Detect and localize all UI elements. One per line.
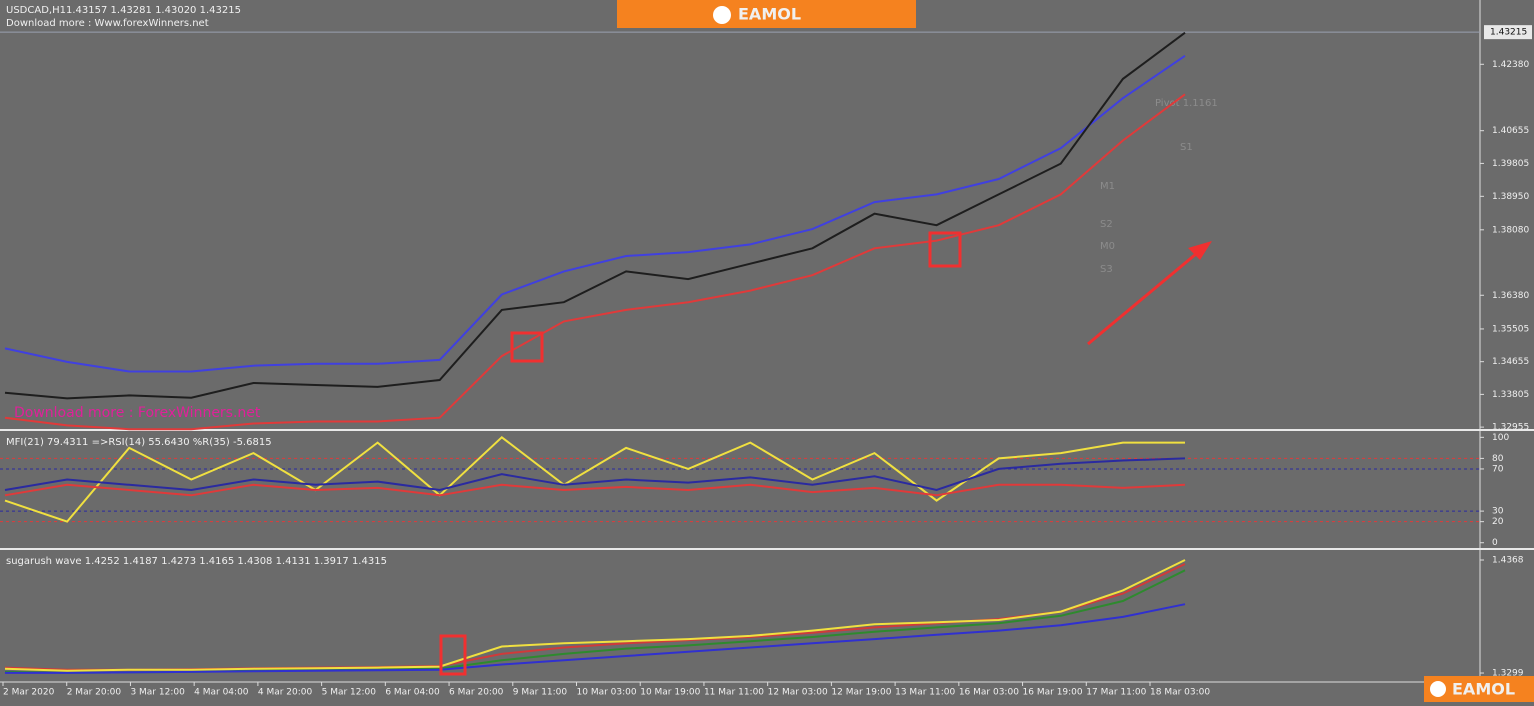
series-line xyxy=(4,31,1186,400)
y-tick-label: 30 xyxy=(1492,507,1504,517)
x-tick-label: 10 Mar 03:00 xyxy=(577,688,637,698)
x-tick-label: 4 Mar 20:00 xyxy=(258,688,313,698)
download-note: Download more : Www.forexWinners.net xyxy=(6,18,209,29)
series-line xyxy=(4,93,1186,431)
sugarush-title: sugarush wave 1.4252 1.4187 1.4273 1.416… xyxy=(6,556,387,567)
highlight-box xyxy=(928,231,962,268)
y-tick-label: 1.34655 xyxy=(1492,357,1529,367)
current-price-box xyxy=(1484,25,1532,40)
series-line xyxy=(4,457,1186,492)
y-tick-label: 1.38950 xyxy=(1492,192,1529,202)
y-tick-label: 1.40655 xyxy=(1492,126,1529,136)
series-line xyxy=(4,435,1185,523)
y-tick-label: 1.38080 xyxy=(1492,225,1529,235)
x-tick-label: 10 Mar 19:00 xyxy=(640,688,700,698)
level-label: S1 xyxy=(1180,142,1193,153)
arrow-head xyxy=(1188,241,1212,260)
level-label: M0 xyxy=(1100,241,1115,252)
current-price-label: 1.43215 xyxy=(1490,28,1527,38)
oscillator-title: MFI(21) 79.4311 =>RSI(14) 55.6430 %R(35)… xyxy=(6,437,272,448)
logo-text: EAMOL xyxy=(1452,680,1515,699)
x-tick-label: 18 Mar 03:00 xyxy=(1150,688,1210,698)
x-tick-label: 5 Mar 12:00 xyxy=(322,688,377,698)
y-tick-label: 80 xyxy=(1492,454,1504,464)
watermark: Download more : ForexWinners.net xyxy=(14,405,261,421)
x-tick-label: 11 Mar 11:00 xyxy=(704,688,764,698)
y-tick-label: 1.33805 xyxy=(1492,390,1529,400)
series-line xyxy=(4,483,1186,497)
logo-icon xyxy=(1430,681,1446,697)
logo-text: EAMOL xyxy=(738,5,801,24)
y-tick-label: 1.32955 xyxy=(1492,423,1529,433)
x-tick-label: 2 Mar 20:00 xyxy=(67,688,122,698)
trend-arrow xyxy=(1087,252,1197,346)
ohlc: 1.43157 1.43281 1.43020 1.43215 xyxy=(66,5,241,16)
x-tick-label: 12 Mar 19:00 xyxy=(831,688,891,698)
y-tick-label: 1.4368 xyxy=(1492,555,1524,565)
logo-icon xyxy=(713,6,731,24)
symbol: USDCAD,H1 xyxy=(6,5,66,16)
series-line xyxy=(5,603,1186,674)
level-label: Pivot 1.1161 xyxy=(1155,98,1218,109)
y-tick-label: 1.39805 xyxy=(1492,159,1529,169)
x-tick-label: 9 Mar 11:00 xyxy=(513,688,568,698)
x-tick-label: 4 Mar 04:00 xyxy=(194,688,249,698)
x-tick-label: 3 Mar 12:00 xyxy=(130,688,185,698)
y-tick-label: 1.35505 xyxy=(1492,324,1529,334)
y-tick-label: 1.3299 xyxy=(1492,669,1524,679)
highlight-box xyxy=(439,634,467,676)
y-tick-label: 1.42380 xyxy=(1492,60,1529,70)
x-tick-label: 2 Mar 2020 xyxy=(3,688,55,698)
x-tick-label: 6 Mar 04:00 xyxy=(385,688,440,698)
series-line xyxy=(4,559,1186,672)
y-tick-label: 0 xyxy=(1492,538,1498,548)
x-tick-label: 17 Mar 11:00 xyxy=(1086,688,1146,698)
level-label: M1 xyxy=(1100,181,1115,192)
level-label: S3 xyxy=(1100,264,1113,275)
highlight-box xyxy=(510,331,544,363)
x-tick-label: 6 Mar 20:00 xyxy=(449,688,504,698)
level-label: S2 xyxy=(1100,219,1113,230)
x-tick-label: 13 Mar 11:00 xyxy=(895,688,955,698)
x-tick-label: 16 Mar 19:00 xyxy=(1023,688,1083,698)
logo-banner xyxy=(617,0,916,28)
x-tick-label: 16 Mar 03:00 xyxy=(959,688,1019,698)
y-tick-label: 70 xyxy=(1492,464,1504,474)
x-tick-label: 12 Mar 03:00 xyxy=(768,688,828,698)
y-tick-label: 1.36380 xyxy=(1492,291,1529,301)
y-tick-label: 100 xyxy=(1492,433,1509,443)
y-tick-label: 20 xyxy=(1492,517,1504,527)
series-line xyxy=(4,54,1186,373)
